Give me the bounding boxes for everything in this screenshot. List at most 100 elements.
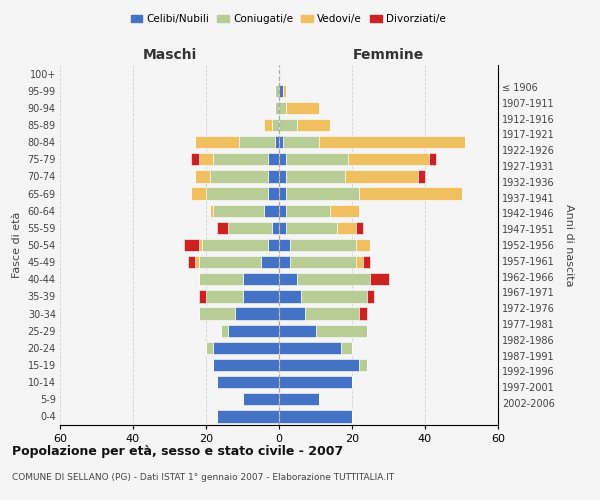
Bar xyxy=(279,393,319,406)
Y-axis label: Anni di nascita: Anni di nascita xyxy=(565,204,574,286)
Bar xyxy=(217,222,228,234)
Bar xyxy=(195,170,209,182)
Bar xyxy=(242,273,279,285)
Bar xyxy=(297,119,330,131)
Bar xyxy=(359,188,461,200)
Bar xyxy=(209,170,268,182)
Bar xyxy=(228,222,272,234)
Bar xyxy=(195,256,199,268)
Bar xyxy=(199,256,261,268)
Bar xyxy=(268,170,279,182)
Bar xyxy=(363,256,370,268)
Bar xyxy=(356,222,363,234)
Bar xyxy=(283,136,319,148)
Bar xyxy=(279,239,290,251)
Y-axis label: Fasce di età: Fasce di età xyxy=(12,212,22,278)
Bar xyxy=(370,273,389,285)
Bar xyxy=(286,204,330,217)
Bar xyxy=(228,324,279,337)
Bar xyxy=(265,119,272,131)
Bar xyxy=(279,84,283,97)
Bar xyxy=(279,119,297,131)
Bar xyxy=(316,324,367,337)
Bar xyxy=(242,290,279,302)
Bar xyxy=(359,359,367,371)
Text: Maschi: Maschi xyxy=(142,48,197,62)
Text: Femmine: Femmine xyxy=(353,48,424,62)
Bar xyxy=(184,239,199,251)
Legend: Celibi/Nubili, Coniugati/e, Vedovi/e, Divorziati/e: Celibi/Nubili, Coniugati/e, Vedovi/e, Di… xyxy=(127,10,449,29)
Bar xyxy=(341,342,352,354)
Bar xyxy=(283,84,286,97)
Bar xyxy=(191,188,206,200)
Bar xyxy=(214,342,279,354)
Bar xyxy=(344,170,418,182)
Bar xyxy=(418,170,425,182)
Bar xyxy=(286,102,319,114)
Bar xyxy=(279,290,301,302)
Bar xyxy=(286,153,349,166)
Bar xyxy=(239,136,275,148)
Bar xyxy=(217,410,279,422)
Bar xyxy=(428,153,436,166)
Bar xyxy=(202,239,268,251)
Bar xyxy=(261,256,279,268)
Bar xyxy=(279,308,305,320)
Bar xyxy=(268,188,279,200)
Bar xyxy=(272,119,279,131)
Bar xyxy=(275,84,279,97)
Bar xyxy=(279,324,316,337)
Bar xyxy=(330,204,359,217)
Bar xyxy=(217,376,279,388)
Bar xyxy=(290,256,356,268)
Bar xyxy=(286,188,359,200)
Bar xyxy=(359,308,367,320)
Bar xyxy=(279,102,286,114)
Bar xyxy=(275,136,279,148)
Bar xyxy=(268,239,279,251)
Bar xyxy=(199,153,214,166)
Bar xyxy=(286,222,337,234)
Bar xyxy=(279,376,352,388)
Bar xyxy=(272,222,279,234)
Bar xyxy=(279,222,286,234)
Bar xyxy=(206,342,214,354)
Bar xyxy=(206,290,242,302)
Bar xyxy=(305,308,359,320)
Bar xyxy=(213,204,265,217)
Bar xyxy=(279,342,341,354)
Bar xyxy=(214,359,279,371)
Bar xyxy=(275,102,279,114)
Bar xyxy=(206,188,268,200)
Bar xyxy=(199,239,202,251)
Bar xyxy=(286,170,345,182)
Bar xyxy=(279,410,352,422)
Bar xyxy=(279,170,286,182)
Bar xyxy=(221,324,228,337)
Bar xyxy=(235,308,279,320)
Bar xyxy=(191,153,199,166)
Bar xyxy=(242,393,279,406)
Bar xyxy=(199,290,206,302)
Bar xyxy=(301,290,367,302)
Bar xyxy=(188,256,195,268)
Bar xyxy=(349,153,428,166)
Bar xyxy=(290,239,356,251)
Bar xyxy=(195,136,239,148)
Bar xyxy=(279,136,283,148)
Bar xyxy=(337,222,356,234)
Bar xyxy=(199,273,242,285)
Text: Popolazione per età, sesso e stato civile - 2007: Popolazione per età, sesso e stato civil… xyxy=(12,445,343,458)
Bar xyxy=(268,153,279,166)
Bar xyxy=(356,239,370,251)
Bar xyxy=(279,273,297,285)
Bar xyxy=(279,256,290,268)
Bar xyxy=(367,290,374,302)
Bar xyxy=(319,136,465,148)
Bar xyxy=(279,153,286,166)
Bar xyxy=(214,153,268,166)
Bar xyxy=(199,308,235,320)
Bar xyxy=(279,188,286,200)
Bar xyxy=(265,204,279,217)
Bar xyxy=(279,204,286,217)
